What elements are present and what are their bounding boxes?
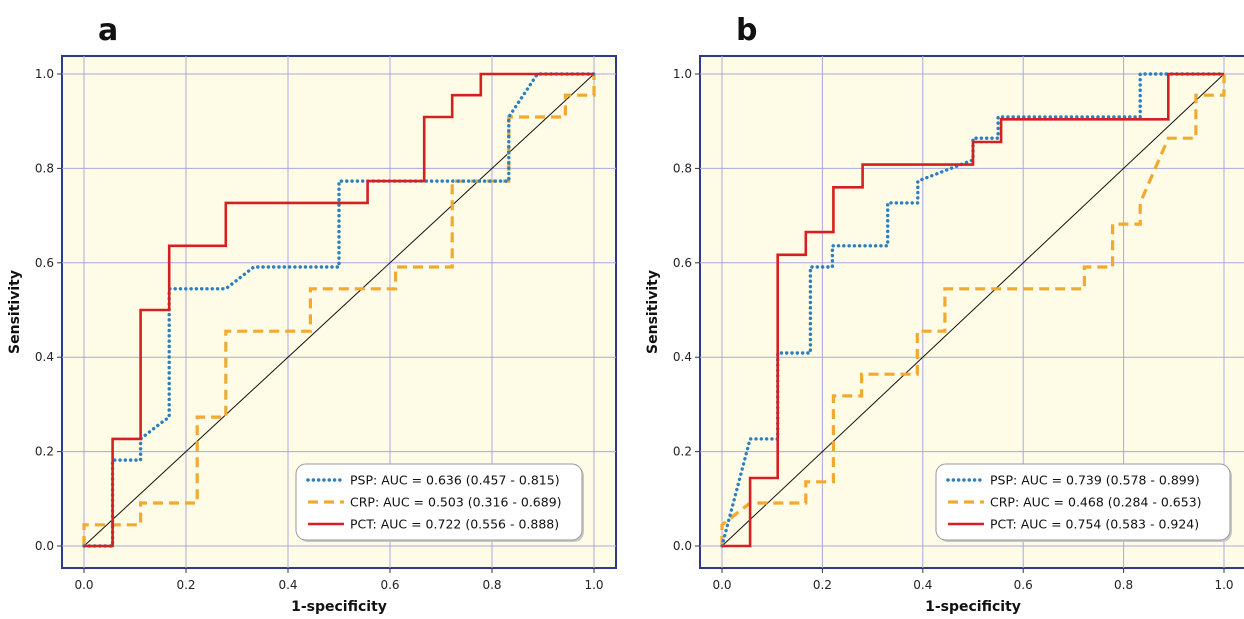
series-line-crp xyxy=(82,74,596,546)
reference-line xyxy=(721,73,1225,547)
legend-entry-psp: PSP: AUC = 0.739 (0.578 - 0.899) xyxy=(990,473,1200,488)
x-tick-label: 1.0 xyxy=(584,578,603,592)
y-tick-label: 0.6 xyxy=(673,256,692,270)
x-tick-label: 0.0 xyxy=(712,578,731,592)
series-line-pct xyxy=(84,72,594,548)
x-axis-label: 1-specificity xyxy=(291,599,387,614)
legend-box xyxy=(935,463,1231,541)
y-tick-label: 0.0 xyxy=(35,539,54,553)
panel-label: b xyxy=(736,13,757,48)
y-axis-label: Sensitivity xyxy=(645,270,661,354)
x-axis-label: 1-specificity xyxy=(925,599,1021,614)
legend-entry-pct: PCT: AUC = 0.754 (0.583 - 0.924) xyxy=(990,517,1199,532)
x-tick-label: 0.2 xyxy=(813,578,832,592)
legend: PSP: AUC = 0.636 (0.457 - 0.815) CRP: AUC… xyxy=(295,463,584,542)
x-tick-label: 0.8 xyxy=(482,578,501,592)
y-tick-label: 0.0 xyxy=(673,539,692,553)
series-line-psp xyxy=(82,72,596,548)
y-tick-label: 0.2 xyxy=(673,445,692,459)
chart-panel-b: 0.0 0.2 0.4 0.6 0.8 1.0 0.0 0.2 0.4 0.6 0.8 1.0 1-sp… xyxy=(645,13,1244,615)
y-tick-label: 0.4 xyxy=(673,350,692,364)
legend-entry-crp: CRP: AUC = 0.503 (0.316 - 0.689) xyxy=(350,495,562,510)
x-tick-label: 0.8 xyxy=(1114,578,1133,592)
y-tick-label: 0.6 xyxy=(35,256,54,270)
series-line-pct xyxy=(722,72,1224,548)
y-tick-label: 0.8 xyxy=(673,161,692,175)
x-tick-label: 0.6 xyxy=(380,578,399,592)
x-tick-label: 0.4 xyxy=(913,578,932,592)
legend-entry-psp: PSP: AUC = 0.636 (0.457 - 0.815) xyxy=(350,473,560,488)
y-tick-label: 1.0 xyxy=(673,67,692,81)
x-tick-label: 1.0 xyxy=(1214,578,1233,592)
legend-entry-pct: PCT: AUC = 0.722 (0.556 - 0.888) xyxy=(350,517,559,532)
legend-entry-crp: CRP: AUC = 0.468 (0.284 - 0.653) xyxy=(990,495,1202,510)
series-line-crp xyxy=(720,74,1226,546)
y-axis-label: Sensitivity xyxy=(7,270,23,354)
legend: PSP: AUC = 0.739 (0.578 - 0.899) CRP: AUC… xyxy=(935,463,1232,542)
y-tick-label: 0.4 xyxy=(35,350,54,364)
x-tick-label: 0.4 xyxy=(278,578,297,592)
panel-label: a xyxy=(98,13,118,48)
y-tick-label: 1.0 xyxy=(35,67,54,81)
legend-box xyxy=(295,463,583,541)
x-tick-label: 0.2 xyxy=(176,578,195,592)
chart-panel-a: 0.0 0.2 0.4 0.6 0.8 1.0 0.0 0.2 0.4 0.6 0.8 1.0 1-sp… xyxy=(7,13,617,615)
y-tick-label: 0.2 xyxy=(35,445,54,459)
y-tick-label: 0.8 xyxy=(35,161,54,175)
x-tick-label: 0.0 xyxy=(74,578,93,592)
x-tick-label: 0.6 xyxy=(1014,578,1033,592)
